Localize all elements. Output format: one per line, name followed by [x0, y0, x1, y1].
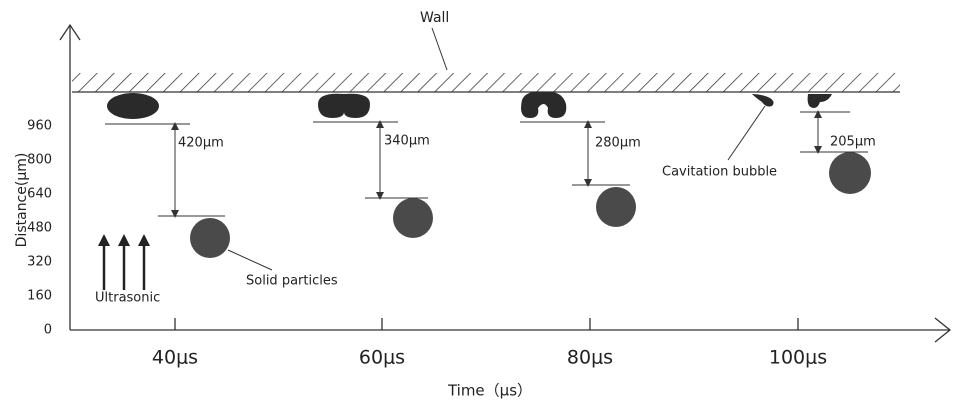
x-tick-label: 60μs	[359, 347, 405, 369]
leader	[727, 105, 766, 161]
wall	[72, 73, 900, 92]
bubble	[318, 93, 370, 118]
y-title: Distance(μm)	[14, 153, 30, 248]
particles-label: Solid particles	[246, 274, 338, 289]
bubble	[521, 91, 567, 118]
gap-label: 280μm	[595, 136, 641, 151]
particle	[596, 187, 636, 227]
x-tick-label: 100μs	[769, 347, 827, 369]
gap-label: 340μm	[384, 134, 430, 149]
ultrasonic-label: Ultrasonic	[95, 291, 160, 306]
y-tick-label: 160	[27, 289, 52, 304]
particle	[190, 218, 230, 258]
y-tick-label: 960	[27, 119, 52, 134]
x-ticks: 40μs 60μs 80μs 100μs	[152, 318, 827, 369]
bubble	[807, 94, 832, 108]
gap-label: 420μm	[178, 136, 224, 151]
y-tick-label: 0	[44, 323, 52, 338]
bubble-label: Cavitation bubble	[662, 165, 777, 180]
gap-label: 205μm	[830, 135, 876, 150]
y-tick-label: 640	[27, 187, 52, 202]
particle	[829, 152, 871, 194]
x-arrow	[934, 317, 952, 343]
dimensions	[105, 110, 868, 218]
y-tick-label: 320	[27, 255, 52, 270]
x-title: Time（μs）	[447, 382, 532, 400]
bubble	[107, 93, 159, 119]
x-tick-label: 80μs	[567, 347, 613, 369]
y-tick-label: 480	[27, 221, 52, 236]
leader	[227, 249, 273, 271]
y-tick-label: 800	[27, 153, 52, 168]
x-tick-label: 40μs	[152, 347, 198, 369]
wall-label: Wall	[420, 10, 449, 26]
ultrasonic-arrows	[98, 234, 150, 290]
y-ticks: 0 160 320 480 640 800 960	[27, 119, 52, 338]
particle	[393, 198, 433, 238]
bubble	[752, 94, 774, 107]
leader	[431, 27, 448, 71]
